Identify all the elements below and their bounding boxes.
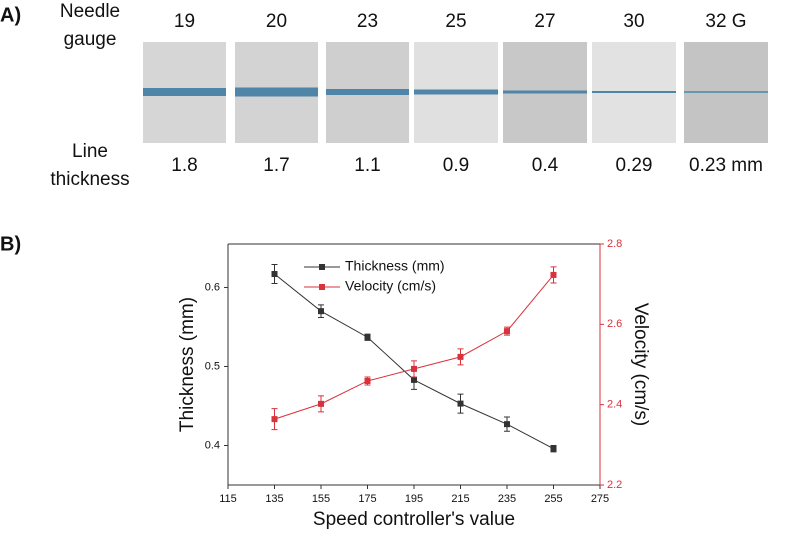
thickness-label: 0.4 bbox=[532, 155, 559, 176]
printed-line bbox=[503, 90, 587, 94]
x-tick-label: 155 bbox=[312, 493, 330, 505]
x-tick-label: 115 bbox=[219, 493, 237, 505]
row-header: thickness bbox=[50, 169, 129, 190]
marker bbox=[318, 400, 324, 407]
x-axis-title: Speed controller's value bbox=[313, 509, 515, 530]
printed-line bbox=[235, 87, 318, 97]
y2-tick-label: 2.4 bbox=[607, 399, 622, 411]
legend-label: Velocity (cm/s) bbox=[345, 278, 436, 294]
y-axis-title: Thickness (mm) bbox=[177, 297, 198, 432]
gauge-label: 25 bbox=[445, 11, 466, 32]
marker bbox=[411, 376, 417, 383]
y2-tick-label: 2.6 bbox=[607, 318, 622, 330]
thickness-label: 1.7 bbox=[263, 155, 289, 176]
y2-axis-title: Velocity (cm/s) bbox=[630, 303, 651, 427]
row-header: gauge bbox=[64, 29, 117, 50]
legend-marker bbox=[319, 284, 325, 290]
thickness-label: 0.23 mm bbox=[689, 155, 763, 176]
row-header: Line bbox=[72, 141, 108, 162]
y2-tick-label: 2.2 bbox=[607, 479, 622, 491]
x-tick-label: 135 bbox=[265, 493, 283, 505]
marker bbox=[550, 445, 557, 452]
y-tick-label: 0.5 bbox=[205, 360, 220, 372]
gauge-label: 32 G bbox=[705, 11, 746, 32]
marker bbox=[457, 353, 464, 360]
x-tick-label: 255 bbox=[544, 493, 562, 505]
x-tick-label: 195 bbox=[405, 493, 423, 505]
photos bbox=[143, 42, 768, 143]
marker bbox=[271, 416, 278, 423]
printed-line bbox=[326, 89, 409, 95]
legend-label: Thickness (mm) bbox=[345, 258, 445, 274]
gauge-label: 23 bbox=[357, 11, 378, 32]
x-tick-label: 235 bbox=[498, 493, 516, 505]
marker bbox=[504, 328, 510, 335]
y-tick-label: 0.4 bbox=[205, 439, 220, 451]
marker bbox=[364, 377, 371, 384]
marker bbox=[318, 308, 324, 315]
gauge-label: 19 bbox=[174, 11, 195, 32]
thickness-label: 0.9 bbox=[443, 155, 469, 176]
thickness-label: 1.1 bbox=[354, 155, 380, 176]
y-tick-label: 0.6 bbox=[205, 281, 220, 293]
gauge-label: 20 bbox=[266, 11, 287, 32]
y2-tick-label: 2.8 bbox=[607, 238, 622, 250]
x-tick-label: 215 bbox=[451, 493, 469, 505]
x-tick-label: 275 bbox=[591, 493, 609, 505]
panel-label: A) bbox=[0, 4, 21, 26]
thickness-label: 0.29 bbox=[616, 155, 653, 176]
marker bbox=[411, 365, 417, 372]
legend-marker bbox=[319, 264, 325, 270]
panel-label: B) bbox=[0, 233, 21, 255]
marker bbox=[504, 421, 510, 428]
printed-line bbox=[414, 89, 498, 95]
printed-line bbox=[143, 88, 226, 96]
printed-line bbox=[684, 91, 768, 93]
gauge-label: 30 bbox=[623, 11, 644, 32]
gauge-label: 27 bbox=[534, 11, 555, 32]
row-header: Needle bbox=[60, 1, 120, 22]
x-tick-label: 175 bbox=[358, 493, 376, 505]
printed-line bbox=[592, 91, 676, 93]
series-line bbox=[274, 274, 554, 420]
thickness-label: 1.8 bbox=[171, 155, 197, 176]
marker bbox=[457, 400, 464, 407]
marker bbox=[550, 271, 557, 278]
marker bbox=[271, 271, 278, 278]
marker bbox=[364, 334, 371, 341]
